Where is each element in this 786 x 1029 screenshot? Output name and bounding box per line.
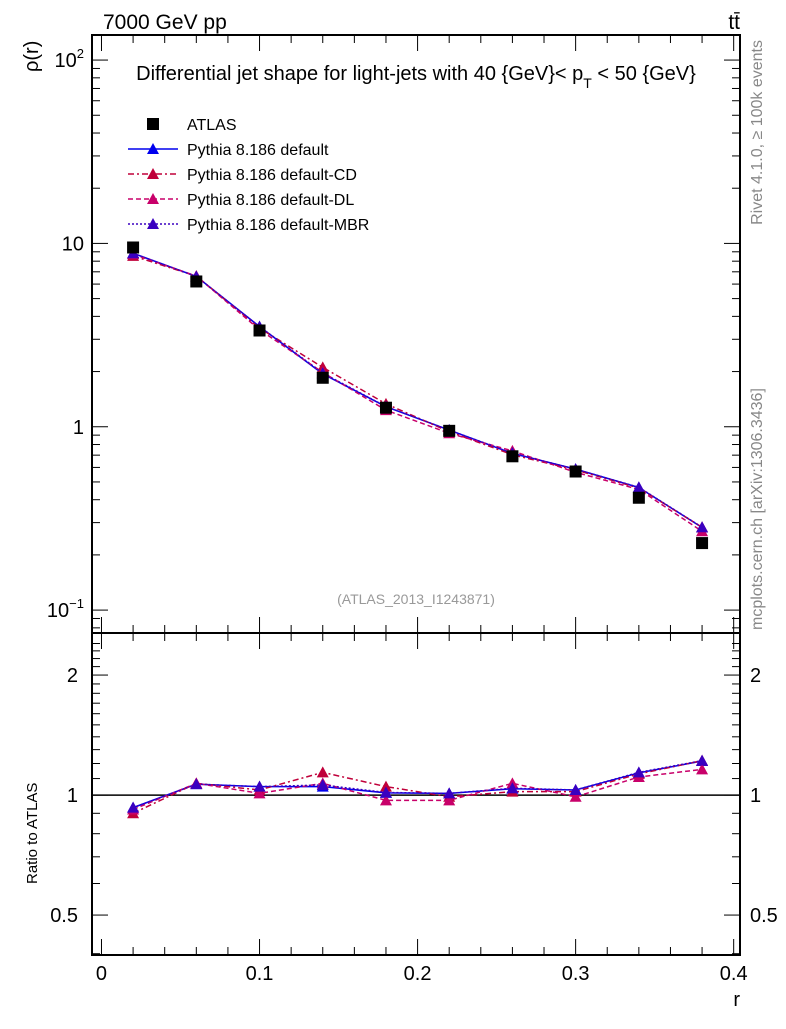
legend-marker <box>147 193 159 204</box>
mcplots-label: mcplots.cern.ch [arXiv:1306.3436] <box>749 388 766 630</box>
ratio-marker-3 <box>506 782 519 794</box>
ratio-line-2 <box>132 768 703 811</box>
ratio-marker-3 <box>316 778 329 790</box>
legend-marker <box>147 143 159 154</box>
ratio-marker-3 <box>127 801 140 813</box>
legend-marker <box>147 118 159 130</box>
y-tick-label: 10 <box>62 233 84 255</box>
data-marker <box>443 424 456 437</box>
legend-label: ATLAS <box>187 117 237 134</box>
ratio-y-tick-label-right: 1 <box>750 785 761 807</box>
header-left: 7000 GeV pp <box>103 11 227 34</box>
analysis-watermark: (ATLAS_2013_I1243871) <box>337 591 495 607</box>
x-tick-label: 0.3 <box>562 963 590 985</box>
data-marker <box>316 371 329 384</box>
ratio-line-1 <box>132 759 703 814</box>
ratio-y-tick-label-right: 0.5 <box>750 905 778 927</box>
ratio-marker-2 <box>696 763 709 775</box>
ratio-marker-3 <box>632 766 645 778</box>
series-line-2 <box>132 253 703 532</box>
ratio-y-axis-label: Ratio to ATLAS <box>24 783 41 884</box>
legend-label: Pythia 8.186 default <box>187 142 329 159</box>
x-tick-label: 0.1 <box>246 963 274 985</box>
data-marker <box>190 275 203 288</box>
ratio-y-tick-label: 2 <box>67 665 78 687</box>
ratio-marker-2 <box>253 787 266 799</box>
ratio-y-tick-label-right: 2 <box>750 665 761 687</box>
data-marker <box>696 537 709 550</box>
ratio-frame <box>91 632 741 956</box>
rivet-label: Rivet 4.1.0, ≥ 100k events <box>749 40 766 225</box>
ratio-marker-2 <box>569 790 582 802</box>
ratio-y-tick-label: 1 <box>67 785 78 807</box>
legend-label: Pythia 8.186 default-MBR <box>187 217 369 234</box>
x-tick-label: 0.2 <box>404 963 432 985</box>
header-right: tt̄ <box>728 11 740 34</box>
series-marker-3 <box>696 521 709 533</box>
legend-label: Pythia 8.186 default-DL <box>187 192 354 209</box>
ratio-line-3 <box>132 759 703 809</box>
x-tick-label: 0 <box>96 963 107 985</box>
ratio-marker-1 <box>379 780 392 792</box>
data-marker <box>632 491 645 504</box>
ratio-marker-2 <box>379 794 392 806</box>
y-tick-label: 1 <box>73 417 84 439</box>
chart-title: Differential jet shape for light-jets wi… <box>136 63 696 91</box>
legend-label: Pythia 8.186 default-CD <box>187 167 357 184</box>
data-marker <box>506 450 519 463</box>
data-marker <box>379 401 392 414</box>
ratio-y-tick-label: 0.5 <box>50 905 78 927</box>
series-marker-3 <box>632 481 645 493</box>
data-marker <box>569 465 582 478</box>
x-axis-label: r <box>733 989 740 1011</box>
series-line-0 <box>132 252 703 529</box>
ratio-marker-3 <box>253 780 266 792</box>
ratio-marker-3 <box>569 783 582 795</box>
ratio-marker-2 <box>443 794 456 806</box>
ratio-marker-3 <box>443 787 456 799</box>
x-tick-label: 0.4 <box>720 963 748 985</box>
y-tick-label: 10−1 <box>47 596 84 622</box>
ratio-marker-1 <box>316 766 329 778</box>
ratio-marker-3 <box>190 778 203 790</box>
y-axis-label: ρ(r) <box>21 41 43 72</box>
data-marker <box>127 241 140 254</box>
legend-marker <box>147 218 159 229</box>
plot-marks: 0 0.1 0.2 0.3 0.4 102 10 1 10−1 2 2 1 1 0.5 0.5 Pythia … <box>47 34 778 985</box>
legend-marker <box>147 168 159 179</box>
data-marker <box>253 324 266 337</box>
series-line-1 <box>132 255 703 528</box>
ratio-marker-3 <box>379 786 392 798</box>
ratio-marker-3 <box>696 754 709 766</box>
y-tick-label: 102 <box>55 46 84 72</box>
